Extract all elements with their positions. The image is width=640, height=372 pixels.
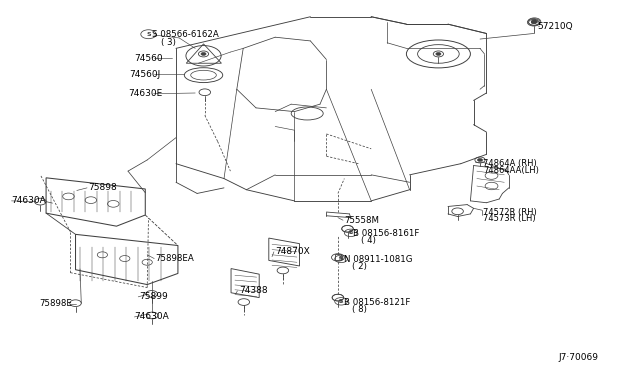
Text: 75898E: 75898E — [40, 299, 72, 308]
Text: N: N — [339, 256, 344, 262]
Text: 75558M: 75558M — [344, 216, 380, 225]
Text: J7·70069: J7·70069 — [558, 353, 598, 362]
Text: 74572R (RH): 74572R (RH) — [483, 208, 537, 217]
Text: B 08156-8121F: B 08156-8121F — [344, 298, 411, 307]
Text: 74630A: 74630A — [12, 196, 46, 205]
Text: 74560J: 74560J — [129, 70, 161, 79]
Text: S 08566-6162A: S 08566-6162A — [152, 31, 219, 39]
Circle shape — [436, 52, 441, 55]
Text: ( 3): ( 3) — [161, 38, 176, 46]
Text: 75898: 75898 — [88, 183, 117, 192]
Text: 74388: 74388 — [239, 286, 268, 295]
Text: ( 8): ( 8) — [352, 305, 367, 314]
Circle shape — [201, 52, 206, 55]
Text: 57210Q: 57210Q — [538, 22, 573, 31]
Circle shape — [531, 20, 538, 23]
Text: B: B — [339, 299, 343, 304]
Circle shape — [531, 21, 536, 24]
Text: 75898EA: 75898EA — [156, 254, 195, 263]
Text: S: S — [146, 32, 151, 37]
Text: 74573R (LH): 74573R (LH) — [483, 214, 536, 223]
Text: N 08911-1081G: N 08911-1081G — [344, 255, 413, 264]
Circle shape — [477, 158, 483, 161]
Text: 74630E: 74630E — [128, 89, 163, 98]
Text: 74864A (RH): 74864A (RH) — [483, 159, 537, 168]
Text: B: B — [349, 230, 353, 235]
Text: 74560: 74560 — [134, 54, 163, 63]
Text: 74864AA(LH): 74864AA(LH) — [483, 166, 539, 175]
Text: 74870X: 74870X — [275, 247, 310, 256]
Text: 74630A: 74630A — [134, 312, 169, 321]
Text: B 08156-8161F: B 08156-8161F — [353, 229, 420, 238]
Text: 75899: 75899 — [140, 292, 168, 301]
Text: ( 2): ( 2) — [352, 262, 367, 271]
Text: ( 4): ( 4) — [361, 236, 376, 245]
